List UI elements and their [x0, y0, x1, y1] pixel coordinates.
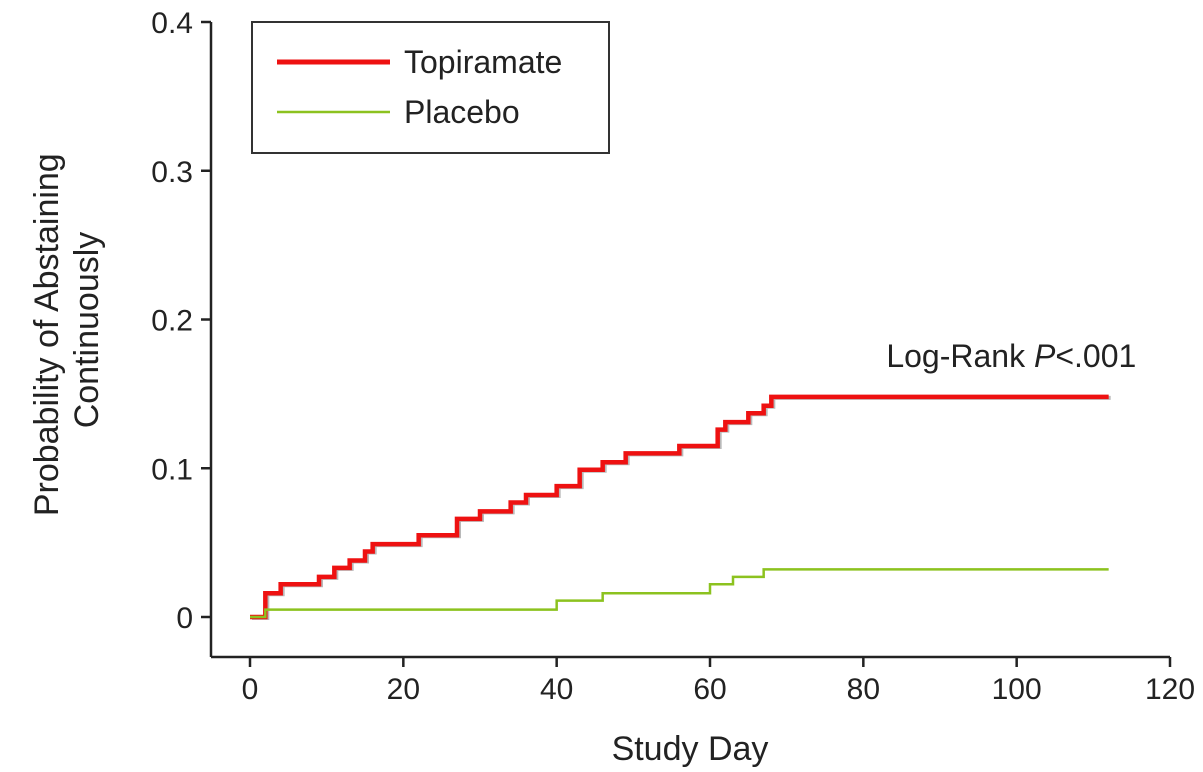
x-tick-label: 0 — [242, 673, 259, 706]
y-tick-label: 0.2 — [151, 305, 193, 338]
x-axis-title: Study Day — [612, 730, 769, 768]
x-tick-label: 120 — [1145, 673, 1195, 706]
annotation-p: P — [1034, 338, 1056, 374]
y-tick-label: 0.1 — [151, 453, 193, 486]
x-tick-label: 60 — [693, 673, 726, 706]
y-axis-title: Probability of Abstaining Continuously — [28, 144, 106, 516]
y-tick-label: 0.3 — [151, 156, 193, 189]
x-ticks: 0 20 40 60 80 100 120 — [242, 657, 1195, 706]
y-tick-label: 0.4 — [151, 7, 193, 40]
x-tick-label: 20 — [387, 673, 420, 706]
series-shadow-topiramate — [252, 395, 1111, 620]
y-tick-label: 0 — [176, 602, 193, 635]
legend-label-placebo: Placebo — [404, 94, 520, 130]
y-axis-title-line-1: Probability of Abstaining — [28, 153, 66, 516]
legend-box — [251, 21, 610, 154]
annotation-suffix: <.001 — [1055, 338, 1136, 374]
series-layer — [250, 394, 1111, 620]
x-tick-label: 100 — [992, 673, 1042, 706]
y-ticks: 0 0.1 0.2 0.3 0.4 — [151, 7, 211, 635]
logrank-annotation: Log-Rank P<.001 — [886, 338, 1136, 374]
axes: 0 20 40 60 80 100 120 0 0.1 0.2 0.3 0.4 — [151, 7, 1195, 706]
annotation-prefix: Log-Rank — [886, 338, 1034, 374]
y-axis-title-line-2: Continuously — [68, 232, 106, 429]
legend-label-topiramate: Topiramate — [404, 44, 562, 80]
x-tick-label: 40 — [540, 673, 573, 706]
series-line-placebo — [250, 568, 1109, 619]
series-line-topiramate — [250, 394, 1109, 620]
legend: Topiramate Placebo — [251, 21, 610, 154]
x-tick-label: 80 — [847, 673, 880, 706]
